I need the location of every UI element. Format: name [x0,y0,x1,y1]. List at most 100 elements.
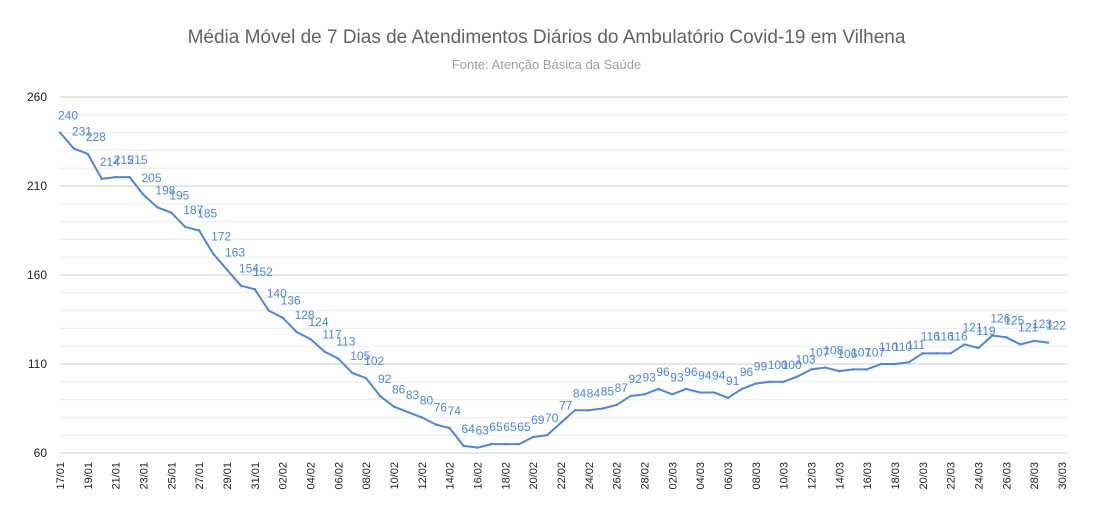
data-label: 107 [809,345,829,359]
data-label: 96 [656,365,670,379]
data-point [601,407,604,410]
data-label: 119 [976,324,995,338]
data-point [114,175,117,179]
data-point [810,368,813,371]
data-point [197,229,201,232]
data-point [490,442,493,446]
series-line [59,131,1049,449]
data-label: 84 [573,386,587,400]
x-tick-label: 28/03 [1029,462,1041,490]
data-point [420,416,424,419]
x-tick-label: 12/03 [806,462,818,490]
data-label: 214 [100,155,120,169]
data-label: 106 [837,347,857,361]
chart-title: Média Móvel de 7 Dias de Atendimentos Di… [187,27,906,48]
data-label: 80 [420,393,434,407]
data-label: 92 [378,372,392,386]
x-tick-label: 26/02 [612,462,624,490]
data-label: 65 [503,420,517,434]
data-label: 123 [1032,317,1052,331]
x-tick-label: 25/01 [166,462,178,490]
data-label: 116 [949,329,968,343]
x-tick-label: 08/02 [361,462,373,490]
x-tick-label: 21/01 [111,462,123,490]
data-point [267,309,270,312]
data-point [545,434,549,437]
x-tick-label: 26/03 [1001,462,1013,490]
data-label: 136 [281,294,301,308]
data-label: 91 [726,374,740,388]
data-point [58,131,62,134]
data-label: 111 [907,338,926,352]
data-label: 215 [128,153,148,167]
x-tick-label: 14/03 [834,462,846,490]
x-tick-label: 20/03 [918,462,930,490]
y-tick-label: 210 [27,179,47,193]
x-tick-label: 31/01 [250,462,262,490]
data-label: 94 [712,368,726,382]
data-label: 63 [475,424,489,438]
data-point [615,403,618,407]
data-label: 152 [253,265,273,279]
data-point [851,368,855,371]
data-point [364,377,368,380]
data-label: 85 [601,385,615,399]
data-point [434,423,437,426]
y-tick-label: 160 [27,268,47,282]
x-tick-label: 17/01 [55,462,67,490]
x-tick-label: 16/03 [862,462,874,490]
x-tick-label: 27/01 [194,462,206,490]
data-label: 126 [990,312,1010,326]
data-label: 240 [58,109,78,123]
x-tick-label: 24/02 [584,462,596,490]
data-point [712,391,716,394]
data-label: 110 [879,340,898,354]
y-tick-label: 60 [34,446,48,460]
data-label: 74 [448,404,462,418]
x-tick-label: 06/02 [333,462,345,490]
x-tick-label: 02/03 [667,462,679,490]
data-label: 87 [615,381,629,395]
data-label: 163 [225,246,245,260]
data-label: 128 [295,308,315,322]
x-tick-label: 06/03 [723,462,735,490]
data-point [879,362,883,366]
data-label: 125 [1004,313,1024,327]
data-point [1005,336,1008,339]
x-tick-label: 18/02 [500,462,512,490]
data-point [684,387,688,391]
x-tick-label: 20/02 [528,462,540,490]
data-label: 96 [684,365,698,379]
data-label: 83 [406,388,420,402]
data-point [239,284,243,287]
data-label: 102 [364,354,384,368]
y-tick-label: 260 [27,90,47,104]
data-label: 195 [169,189,189,203]
data-label: 65 [489,420,503,434]
data-label: 185 [197,207,217,221]
data-label: 108 [823,344,843,358]
data-label: 96 [740,365,754,379]
data-label: 99 [754,360,768,374]
data-point [573,409,577,412]
x-tick-label: 10/02 [389,462,401,490]
data-point [559,421,563,424]
data-label: 65 [517,420,531,434]
data-point [865,368,869,371]
data-label: 121 [1018,320,1038,334]
data-label: 110 [893,340,912,354]
data-point [1018,343,1022,346]
data-point [768,380,771,383]
data-point [754,382,757,385]
data-point [935,352,938,355]
data-point [587,409,590,412]
data-point [128,175,131,179]
data-point [462,444,465,448]
x-tick-label: 28/02 [639,462,651,490]
x-tick-label: 19/01 [83,462,95,490]
data-point [991,334,994,337]
data-point [225,268,229,271]
data-label: 154 [239,262,259,276]
data-label: 92 [629,372,643,386]
